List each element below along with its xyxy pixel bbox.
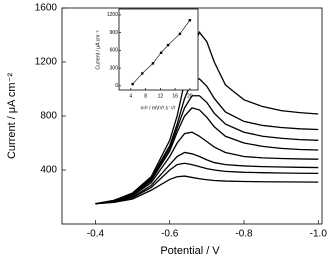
y-tick-label: 1200 bbox=[35, 57, 58, 68]
data-line bbox=[95, 151, 319, 205]
y-tick-label: 1200 bbox=[107, 12, 118, 18]
inset-frame bbox=[118, 8, 199, 91]
data-line bbox=[95, 31, 319, 205]
y-tick-label: 400 bbox=[40, 165, 57, 176]
data-line bbox=[95, 162, 319, 205]
data-line bbox=[95, 131, 319, 205]
y-tick-label: 300 bbox=[110, 65, 119, 71]
y-tick-label: 0 bbox=[115, 83, 118, 89]
y-tick-label: 600 bbox=[110, 48, 119, 54]
y-tick-label: 1600 bbox=[35, 3, 58, 14]
y-tick-label: 800 bbox=[40, 111, 57, 122]
y-axis-title: Current / μA cm⁻² bbox=[6, 73, 18, 159]
x-tick-label: 12 bbox=[158, 93, 164, 99]
x-tick-label: -0.4 bbox=[87, 229, 105, 240]
data-point bbox=[178, 32, 182, 36]
data-point bbox=[159, 51, 163, 54]
x-tick-label: 20 bbox=[187, 93, 193, 99]
data-point bbox=[166, 43, 170, 47]
data-point bbox=[141, 72, 144, 75]
x-tick-label: -1.0 bbox=[310, 229, 328, 240]
inset-y-axis-title: Current / μA cm⁻² bbox=[95, 30, 101, 69]
x-tick-label: -0.6 bbox=[161, 229, 179, 240]
data-point bbox=[188, 19, 192, 22]
x-tick-label: -0.8 bbox=[235, 229, 253, 240]
data-point bbox=[151, 62, 155, 65]
x-tick-label: 16 bbox=[172, 93, 178, 99]
x-tick-label: 8 bbox=[144, 93, 147, 99]
data-line bbox=[95, 78, 319, 205]
data-line bbox=[95, 107, 319, 205]
data-point bbox=[131, 82, 134, 86]
y-tick-label: 900 bbox=[110, 30, 119, 36]
x-axis-title: Potential / V bbox=[160, 245, 220, 257]
x-tick-label: 4 bbox=[129, 93, 132, 99]
inset-x-axis-title: v¹/² / mV¹/² s⁻¹/² bbox=[141, 105, 176, 111]
data-line bbox=[95, 175, 319, 205]
data-line bbox=[95, 95, 319, 205]
